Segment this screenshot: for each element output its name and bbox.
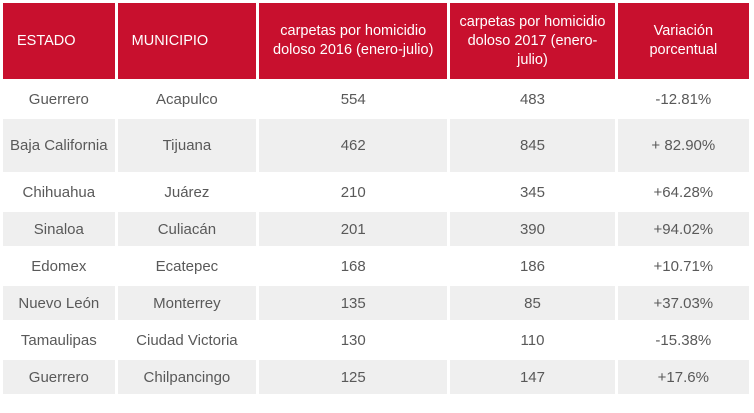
cell-2016: 462	[259, 119, 448, 172]
cell-variacion: +94.02%	[617, 212, 749, 246]
cell-municipio: Chilpancingo	[117, 360, 257, 394]
cell-estado: Edomex	[31, 257, 87, 275]
cell-variacion: + 82.90%	[617, 119, 749, 172]
table-body: Guerrero Acapulco 554 483 -12.81% Baja C…	[3, 82, 749, 394]
table-row: Nuevo León Monterrey 135 85 +37.03%	[3, 286, 749, 320]
cell-2016: 210	[340, 183, 366, 201]
header-2016: carpetas por homicidio doloso 2016 (ener…	[259, 3, 448, 79]
cell-2017: 85	[450, 286, 615, 320]
cell-variacion: +10.71%	[653, 257, 714, 275]
table-header: ESTADO MUNICIPIO carpetas por homicidio …	[3, 3, 749, 79]
header-row: ESTADO MUNICIPIO carpetas por homicidio …	[3, 3, 749, 79]
cell-2017: 345	[519, 183, 545, 201]
header-variacion: Variación porcentual	[617, 3, 749, 79]
table-row: Guerrero Chilpancingo 125 147 +17.6%	[3, 360, 749, 394]
cell-2016: 135	[259, 286, 448, 320]
cell-2017: 390	[450, 212, 615, 246]
cell-variacion: -15.38%	[655, 331, 712, 349]
table-row: Baja California Tijuana 462 845 + 82.90%	[3, 119, 749, 172]
cell-estado: Baja California	[3, 119, 115, 172]
header-municipio: MUNICIPIO	[117, 3, 257, 79]
cell-2017: 147	[450, 360, 615, 394]
cell-2017: 845	[450, 119, 615, 172]
cell-2017: 483	[519, 90, 545, 108]
cell-municipio: Ciudad Victoria	[136, 331, 238, 349]
cell-2016: 554	[340, 90, 366, 108]
cell-estado: Chihuahua	[22, 183, 96, 201]
header-estado: ESTADO	[3, 3, 115, 79]
cell-2017: 110	[520, 331, 545, 349]
header-2017: carpetas por homicidio doloso 2017 (ener…	[450, 3, 615, 79]
cell-estado: Sinaloa	[3, 212, 115, 246]
cell-variacion: +64.28%	[653, 183, 714, 201]
cell-estado: Guerrero	[3, 360, 115, 394]
table-row: Sinaloa Culiacán 201 390 +94.02%	[3, 212, 749, 246]
cell-estado: Tamaulipas	[20, 331, 97, 349]
cell-variacion: +37.03%	[617, 286, 749, 320]
cell-estado: Nuevo León	[3, 286, 115, 320]
cell-2016: 201	[259, 212, 448, 246]
cell-2017: 186	[519, 257, 545, 275]
cell-2016: 125	[259, 360, 448, 394]
cell-municipio: Juárez	[164, 183, 210, 201]
cell-municipio: Ecatepec	[155, 257, 219, 275]
cell-estado: Guerrero	[28, 90, 89, 108]
cell-municipio: Culiacán	[117, 212, 257, 246]
cell-2016: 168	[340, 257, 366, 275]
cell-2016: 130	[340, 331, 366, 349]
cell-variacion: +17.6%	[617, 360, 749, 394]
cell-municipio: Tijuana	[117, 119, 257, 172]
cell-municipio: Acapulco	[156, 90, 218, 108]
table-row: Tamaulipas Ciudad Victoria 130 110 -15.3…	[3, 323, 749, 357]
table-row: Edomex Ecatepec 168 186 +10.71%	[3, 249, 749, 283]
table-row: Chihuahua Juárez 210 345 +64.28%	[3, 175, 749, 209]
cell-municipio: Monterrey	[117, 286, 257, 320]
table-row: Guerrero Acapulco 554 483 -12.81%	[3, 82, 749, 116]
cell-variacion: -12.81%	[655, 90, 712, 108]
homicide-table: ESTADO MUNICIPIO carpetas por homicidio …	[3, 3, 749, 394]
